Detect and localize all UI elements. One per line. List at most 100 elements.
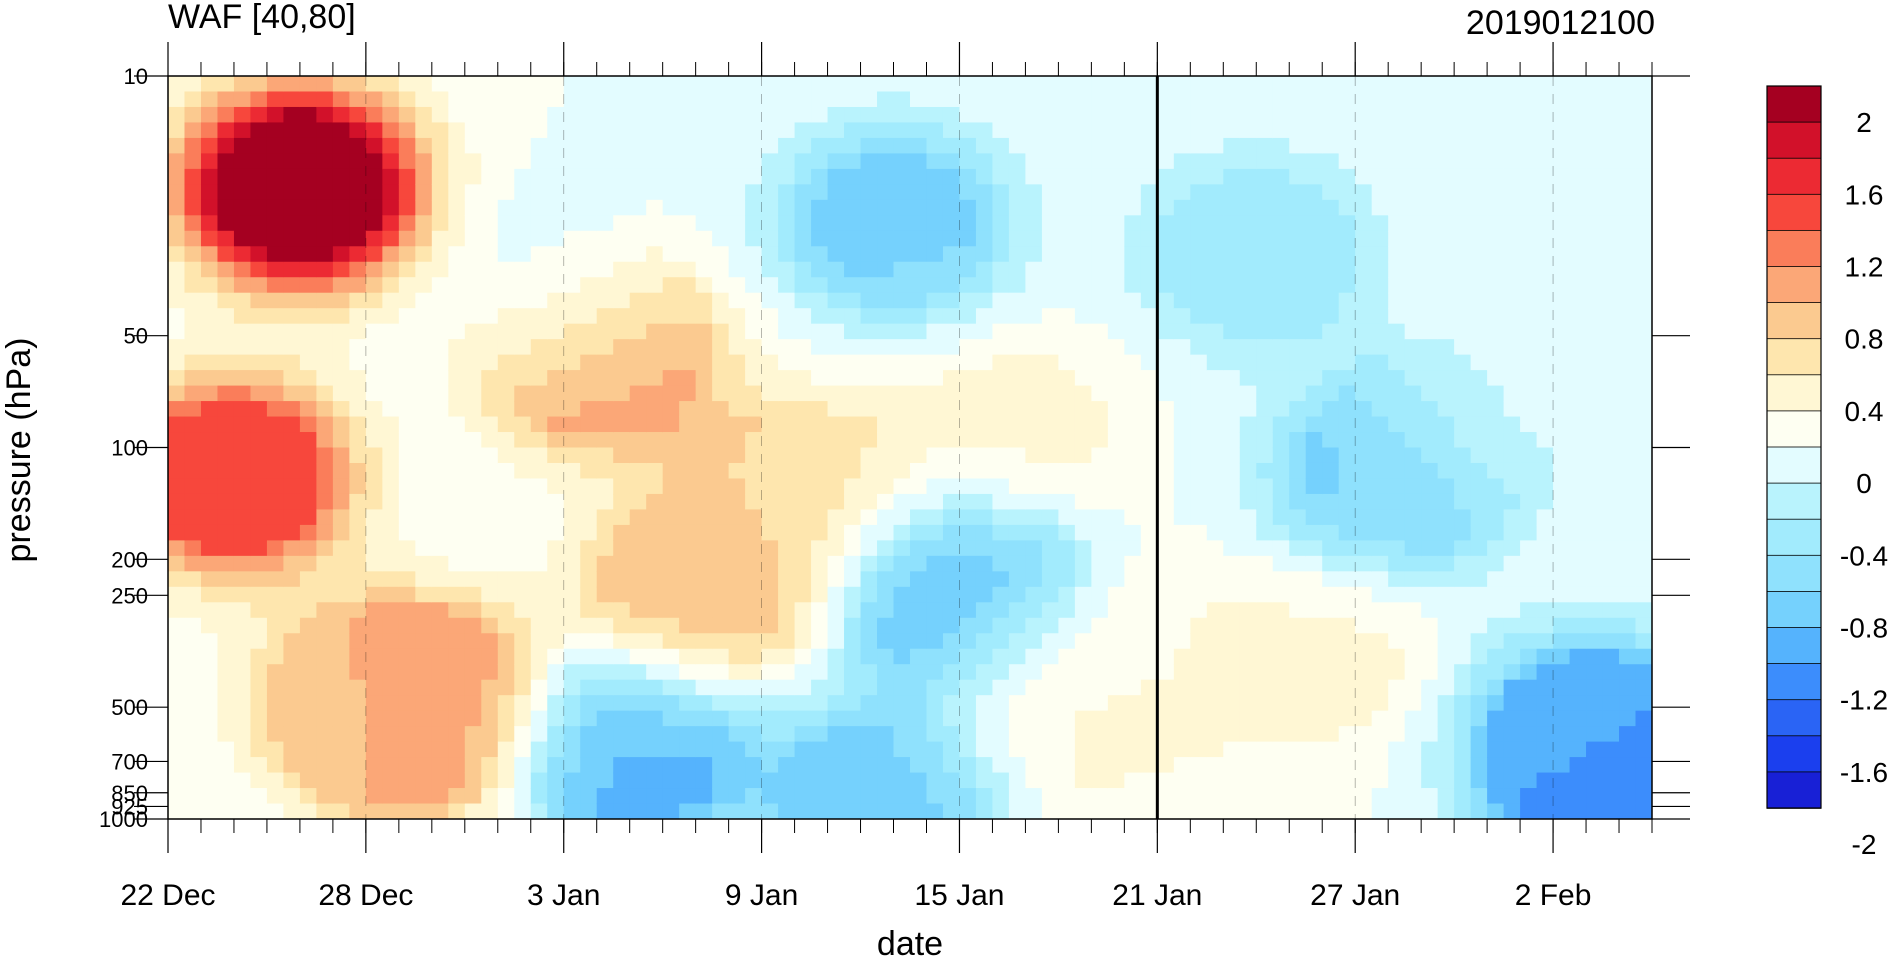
field-cell [1272,540,1290,557]
field-cell [1157,153,1175,170]
field-cell [596,509,614,526]
field-cell [1388,586,1406,603]
field-cell [1289,153,1307,170]
field-cell [283,122,301,139]
field-cell [860,741,878,758]
field-cell [1619,416,1637,433]
field-cell [1190,586,1208,603]
field-cell [250,447,268,464]
field-cell [745,447,763,464]
field-cell [1305,726,1323,743]
field-cell [975,401,994,418]
field-cell [464,695,482,712]
field-cell [184,246,202,263]
field-cell [1223,679,1241,696]
field-cell [398,168,416,185]
field-cell [1586,617,1604,634]
field-cell [1140,741,1158,758]
field-cell [299,261,317,278]
field-cell [299,571,317,588]
field-cell [811,617,829,634]
field-cell [1074,91,1092,108]
field-cell [415,308,433,325]
field-cell [1553,416,1571,433]
field-cell [1371,741,1389,758]
field-cell [1338,168,1356,185]
field-cell [1520,586,1538,603]
field-cell [382,106,400,124]
field-cell [184,137,202,154]
field-cell [1256,695,1274,712]
field-cell [695,617,713,634]
field-cell [1586,370,1604,387]
field-cell [613,524,631,541]
field-cell [860,540,878,557]
field-cell [283,91,301,108]
field-cell [910,493,928,511]
field-cell [382,726,400,743]
field-cell [1157,246,1175,263]
field-cell [1041,122,1059,139]
field-cell [712,199,730,216]
field-cell [415,323,433,340]
field-cell [959,277,977,294]
field-cell [1140,246,1158,263]
field-cell [1256,493,1274,511]
field-cell [514,478,532,495]
field-cell [844,106,862,124]
field-cell [1421,168,1439,185]
field-cell [316,308,334,325]
field-cell [1322,137,1340,154]
field-cell [431,788,449,805]
field-cell [827,153,845,170]
field-cell [415,524,433,541]
field-cell [1091,633,1109,650]
field-cell [1305,432,1323,449]
field-cell [332,648,350,665]
field-cell [794,772,812,789]
field-cell [1124,741,1142,758]
field-cell [299,602,317,619]
x-tick-label: 9 Jan [725,879,798,912]
field-cell [860,168,878,185]
field-cell [1322,478,1340,495]
field-cell [794,509,812,526]
field-cell [217,106,235,124]
field-cell [679,555,697,572]
field-cell [1487,540,1505,557]
field-cell [1256,447,1274,464]
field-cell [1437,168,1455,185]
field-cell [1602,199,1620,216]
field-cell [1157,76,1175,93]
field-cell [1553,803,1571,819]
field-cell [975,432,994,449]
field-cell [1140,695,1158,712]
field-cell [299,137,317,154]
field-cell [1619,602,1637,619]
field-cell [431,184,449,201]
field-cell [1520,478,1538,495]
field-cell [481,76,499,93]
field-cell [1470,401,1488,418]
field-cell [1173,153,1191,170]
field-cell [926,277,944,294]
field-cell [168,168,186,185]
field-cell [464,339,482,356]
field-cell [1602,277,1620,294]
field-cell [1322,323,1340,340]
field-cell [992,277,1010,294]
field-cell [613,617,631,634]
field-cell [266,648,285,665]
field-cell [184,215,202,232]
field-cell [728,664,746,681]
field-cell [1206,478,1224,495]
field-cell [646,153,664,170]
field-cell [1157,664,1175,681]
field-cell [1586,679,1604,696]
field-cell [1338,524,1356,541]
field-cell [1239,153,1257,170]
field-cell [1272,184,1290,201]
field-cell [1520,664,1538,681]
field-cell [1190,757,1208,774]
field-cell [1289,447,1307,464]
